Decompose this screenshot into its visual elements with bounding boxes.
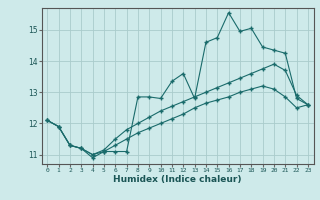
X-axis label: Humidex (Indice chaleur): Humidex (Indice chaleur)	[113, 175, 242, 184]
